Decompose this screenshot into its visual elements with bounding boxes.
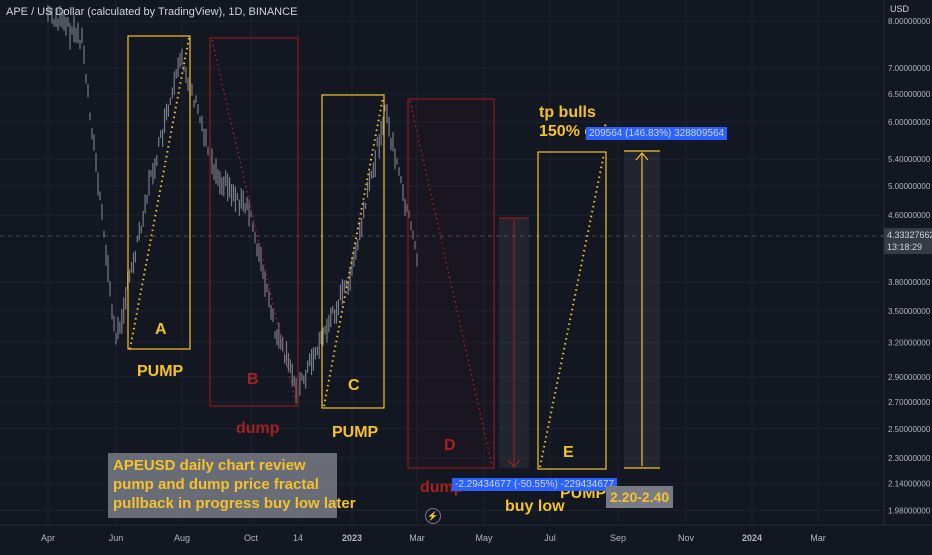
y-tick-label-14: 2.14000000 [888,479,931,488]
x-tick-label-11: 2024 [742,533,762,543]
label-tp-1: tp bulls [539,104,596,121]
label-pump-2: PUMP [332,424,379,441]
x-tick-label-5: 2023 [342,533,362,543]
info-line-2: pump and dump price fractal [113,476,319,493]
range-badge: 2.20-2.40 [606,486,674,508]
y-tick-label-12: 2.50000000 [888,425,931,434]
y-tick-label-6: 4.60000000 [888,211,931,220]
pump-box-c [321,94,385,409]
x-tick-label-7: May [475,533,493,543]
label-b: B [247,371,259,388]
x-tick-label-2: Aug [174,533,190,543]
current-price-bg [884,228,932,255]
lightning-icon[interactable]: ⚡ [425,508,441,524]
label-c: C [348,377,360,394]
info-line-1: APEUSD daily chart review [113,457,306,474]
dump-box-d [407,98,495,469]
measure-down-arrow [507,459,521,468]
pump-trend-e [539,153,605,468]
y-tick-label-13: 2.30000000 [888,454,931,463]
pump-box-a [127,35,191,350]
x-tick-label-12: Mar [810,533,826,543]
x-tick-label-9: Sep [610,533,626,543]
x-tick-label-10: Nov [678,533,695,543]
y-tick-label-8: 3.50000000 [888,307,931,316]
y-tick-label-4: 5.40000000 [888,155,931,164]
info-line-3: pullback in progress buy low later [113,495,356,512]
label-a: A [155,321,167,338]
y-tick-label-10: 2.90000000 [888,373,931,382]
y-tick-label-0: 8.00000000 [888,17,931,26]
y-tick-label-11: 2.70000000 [888,398,931,407]
y-tick-label-5: 5.00000000 [888,182,931,191]
y-tick-label-1: 7.00000000 [888,64,931,73]
y-tick-label-2: 6.50000000 [888,90,931,99]
plot-background [0,0,884,525]
price-axis-currency: USD [890,4,910,14]
x-tick-label-0: Apr [41,533,55,543]
y-tick-label-15: 1.98000000 [888,507,931,516]
current-price-label: 4.33327662 [887,230,932,240]
x-tick-label-8: Jul [544,533,556,543]
symbol-title: APE / US Dollar (calculated by TradingVi… [6,6,298,18]
label-dump-1: dump [236,420,280,437]
dump-trend-b [211,39,297,405]
x-tick-label-4: 14 [293,533,303,543]
price-axis-panel [884,0,932,550]
y-tick-label-3: 6.00000000 [888,118,931,127]
x-tick-label-3: Oct [244,533,259,543]
label-e: E [563,444,574,461]
label-buy-low: buy low [505,498,565,515]
countdown-label: 13:18:29 [887,242,922,252]
y-tick-label-9: 3.20000000 [888,338,931,347]
gain-tag: 209564 (146.83%) 328809564 [586,127,728,140]
label-pump-1: PUMP [137,363,184,380]
x-tick-label-1: Jun [109,533,124,543]
y-tick-label-7: 3.80000000 [888,278,931,287]
measure-up-arrow [635,152,649,161]
label-d: D [444,437,456,454]
dump-box-b [209,37,299,407]
info-box: APEUSD daily chart review pump and dump … [108,453,356,518]
loss-tag: -2.29434677 (-50.55%) -229434677 [452,478,618,491]
pump-box-e [537,151,607,470]
x-tick-label-6: Mar [409,533,425,543]
